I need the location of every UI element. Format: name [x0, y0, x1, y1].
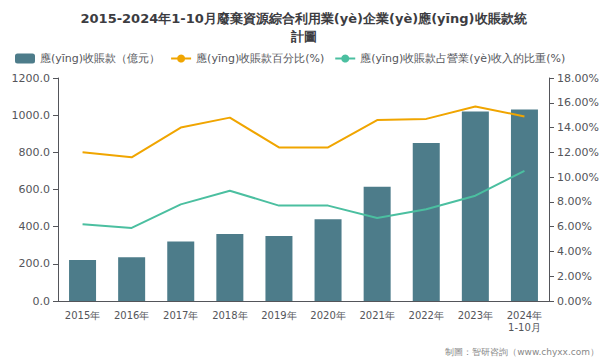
svg-text:2022年: 2022年	[409, 310, 444, 321]
svg-text:2019年: 2019年	[261, 310, 296, 321]
svg-text:應(yīng)收賬款（億元）: 應(yīng)收賬款（億元）	[40, 52, 160, 65]
svg-text:400.0: 400.0	[19, 220, 51, 233]
svg-text:2021年: 2021年	[359, 310, 394, 321]
svg-text:制圖：智研咨詢（www.chyxx.com）: 制圖：智研咨詢（www.chyxx.com）	[445, 347, 599, 357]
svg-text:4.00%: 4.00%	[557, 245, 592, 258]
svg-text:18.00%: 18.00%	[557, 72, 599, 85]
svg-text:應(yīng)收賬款占營業(yè)收入的比重(%): 應(yīng)收賬款占營業(yè)收入的比重(%)	[360, 52, 565, 65]
svg-text:應(yīng)收賬款百分比(%): 應(yīng)收賬款百分比(%)	[196, 52, 324, 65]
svg-text:600.0: 600.0	[19, 183, 51, 196]
svg-text:200.0: 200.0	[19, 257, 51, 270]
svg-text:2023年: 2023年	[458, 310, 493, 321]
svg-text:16.00%: 16.00%	[557, 96, 599, 109]
svg-text:1-10月: 1-10月	[508, 322, 541, 333]
svg-text:8.00%: 8.00%	[557, 195, 592, 208]
svg-text:1200.0: 1200.0	[12, 72, 51, 85]
svg-text:14.00%: 14.00%	[557, 121, 599, 134]
svg-text:1000.0: 1000.0	[12, 109, 51, 122]
svg-text:2.00%: 2.00%	[557, 270, 592, 283]
svg-text:計圖: 計圖	[290, 29, 317, 44]
svg-text:2015年: 2015年	[65, 310, 100, 321]
svg-text:2020年: 2020年	[310, 310, 345, 321]
svg-text:800.0: 800.0	[19, 146, 51, 159]
svg-text:2016年: 2016年	[114, 310, 149, 321]
svg-text:2018年: 2018年	[212, 310, 247, 321]
svg-text:2017年: 2017年	[163, 310, 198, 321]
svg-text:0.0: 0.0	[33, 295, 51, 308]
svg-text:6.00%: 6.00%	[557, 220, 592, 233]
svg-text:10.00%: 10.00%	[557, 171, 599, 184]
svg-text:0.00%: 0.00%	[557, 295, 592, 308]
svg-text:2015-2024年1-10月廢棄資源綜合利用業(yè)企業: 2015-2024年1-10月廢棄資源綜合利用業(yè)企業(yè)應(yīng…	[80, 11, 526, 26]
svg-text:12.00%: 12.00%	[557, 146, 599, 159]
svg-text:2024年: 2024年	[507, 310, 542, 321]
